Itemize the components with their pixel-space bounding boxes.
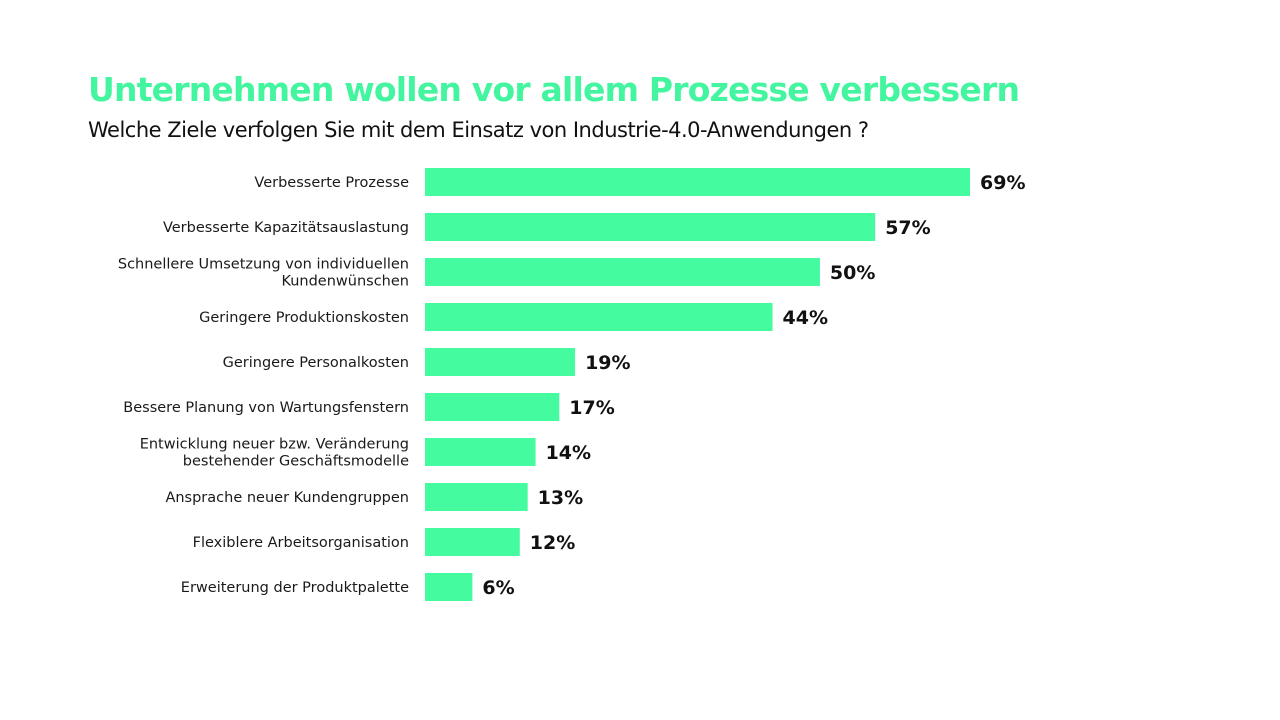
- bar: [425, 438, 536, 466]
- chart-title: Unternehmen wollen vor allem Prozesse ve…: [88, 70, 1020, 109]
- bar-row: Schnellere Umsetzung von individuellen Ku…: [118, 257, 876, 290]
- bar-row: Entwicklung neuer bzw. Veränderung besteh…: [140, 437, 591, 470]
- category-label-line: Verbesserte Kapazitätsauslastung: [163, 220, 409, 236]
- value-label: 14%: [546, 442, 591, 464]
- value-label: 44%: [783, 307, 828, 329]
- value-label: 57%: [885, 217, 930, 239]
- value-label: 69%: [980, 172, 1025, 194]
- bar: [425, 348, 576, 376]
- bar: [425, 168, 970, 196]
- category-label-line: Entwicklung neuer bzw. Veränderung: [140, 437, 409, 453]
- value-label: 17%: [569, 397, 614, 419]
- value-label: 19%: [585, 352, 630, 374]
- bar-row: Ansprache neuer Kundengruppen 13%: [165, 483, 583, 511]
- bar-row: Erweiterung der Produktpalette 6%: [181, 573, 515, 601]
- category-label-line: Flexiblere Arbeitsorganisation: [193, 535, 409, 551]
- category-label: Verbesserte Kapazitätsauslastung: [163, 220, 409, 236]
- bar-row: Verbesserte Prozesse 69%: [254, 168, 1025, 196]
- category-label-line: Geringere Personalkosten: [223, 355, 409, 371]
- category-label-line: Erweiterung der Produktpalette: [181, 580, 409, 596]
- category-label: Geringere Personalkosten: [223, 355, 409, 371]
- bar: [425, 393, 560, 421]
- bar: [425, 303, 773, 331]
- category-label: Geringere Produktionskosten: [199, 310, 409, 326]
- value-label: 6%: [482, 577, 514, 599]
- value-label: 50%: [830, 262, 875, 284]
- category-label-line: Schnellere Umsetzung von individuellen: [118, 257, 409, 273]
- bar: [425, 258, 820, 286]
- category-label-line: Kundenwünschen: [281, 274, 409, 290]
- category-label-line: bestehender Geschäftsmodelle: [183, 454, 409, 470]
- category-label-line: Bessere Planung von Wartungsfenstern: [123, 400, 409, 416]
- category-label: Flexiblere Arbeitsorganisation: [193, 535, 409, 551]
- category-label-line: Verbesserte Prozesse: [254, 175, 409, 191]
- category-label: Bessere Planung von Wartungsfenstern: [123, 400, 409, 416]
- category-label: Ansprache neuer Kundengruppen: [165, 490, 409, 506]
- bar: [425, 528, 520, 556]
- category-label-line: Geringere Produktionskosten: [199, 310, 409, 326]
- bar-row: Bessere Planung von Wartungsfenstern 17%: [123, 393, 615, 421]
- bar-row: Flexiblere Arbeitsorganisation 12%: [193, 528, 575, 556]
- chart-subtitle: Welche Ziele verfolgen Sie mit dem Einsa…: [88, 118, 869, 142]
- bar-row: Geringere Produktionskosten 44%: [199, 303, 828, 331]
- category-label: Verbesserte Prozesse: [254, 175, 409, 191]
- category-label: Erweiterung der Produktpalette: [181, 580, 409, 596]
- bar-row: Geringere Personalkosten 19%: [223, 348, 631, 376]
- bar: [425, 213, 876, 241]
- category-label: Schnellere Umsetzung von individuellen Ku…: [118, 257, 409, 290]
- bar: [425, 573, 473, 601]
- category-label: Entwicklung neuer bzw. Veränderung besteh…: [140, 437, 409, 470]
- value-label: 13%: [538, 487, 583, 509]
- bar: [425, 483, 528, 511]
- value-label: 12%: [530, 532, 575, 554]
- category-label-line: Ansprache neuer Kundengruppen: [165, 490, 409, 506]
- bar-row: Verbesserte Kapazitätsauslastung 57%: [163, 213, 931, 241]
